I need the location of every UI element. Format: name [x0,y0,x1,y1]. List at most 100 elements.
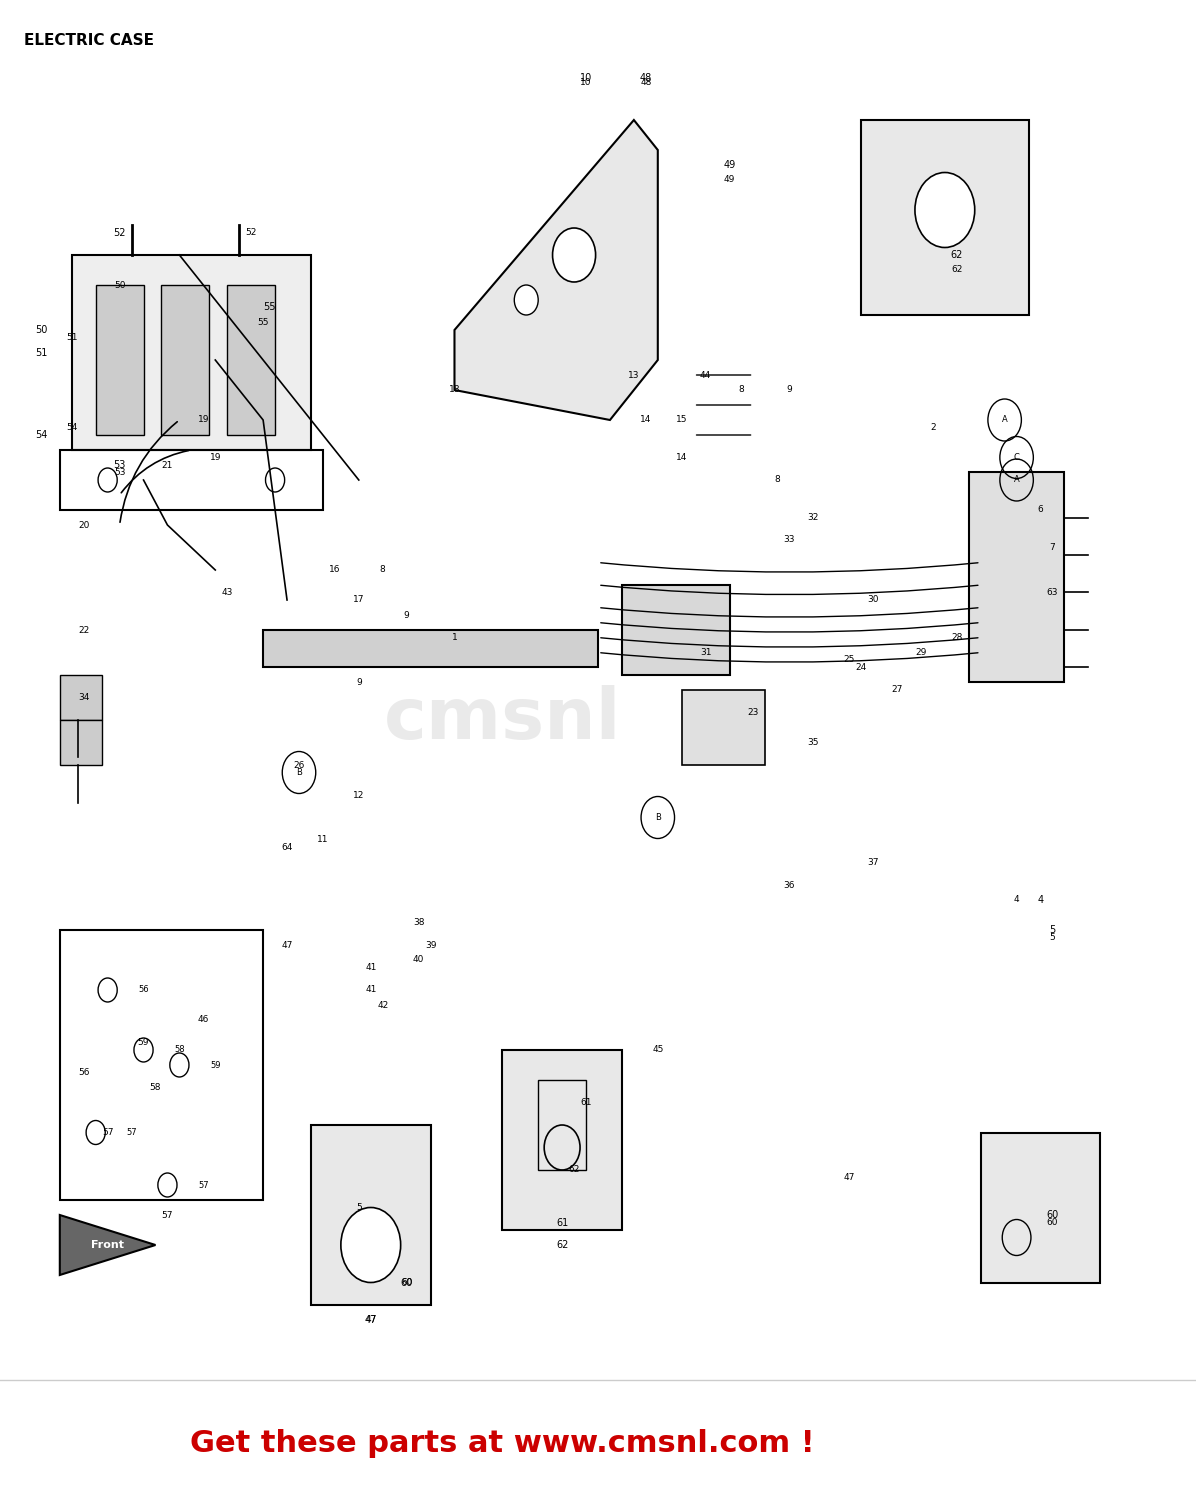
Text: 37: 37 [867,858,879,867]
Circle shape [514,285,538,315]
Circle shape [553,228,596,282]
Text: 63: 63 [1046,588,1058,597]
Text: 19: 19 [209,453,221,462]
Text: 6: 6 [1038,506,1043,515]
Text: 9: 9 [787,386,792,394]
Text: 45: 45 [652,1046,664,1054]
Text: 25: 25 [843,656,855,664]
Text: 64: 64 [281,843,293,852]
Text: B: B [297,768,301,777]
Text: 34: 34 [78,693,90,702]
Text: A: A [1014,476,1019,484]
Text: 42: 42 [377,1000,389,1010]
Text: 5: 5 [1050,933,1055,942]
Text: 57: 57 [127,1128,136,1137]
Text: 41: 41 [365,986,377,994]
Text: 60: 60 [1046,1218,1058,1227]
Bar [60,675,102,720]
Bar [60,930,263,1200]
Text: 49: 49 [724,160,736,170]
Text: 53: 53 [114,460,126,470]
Polygon shape [454,120,658,420]
Text: 62: 62 [951,251,963,260]
Text: Front: Front [91,1240,124,1250]
Text: 41: 41 [365,963,377,972]
Text: 5: 5 [1049,926,1056,934]
Bar [227,285,275,435]
Text: 32: 32 [807,513,819,522]
Text: 18: 18 [448,386,460,394]
Text: 5: 5 [356,1203,361,1212]
Text: 55: 55 [257,318,269,327]
Circle shape [341,1208,401,1282]
Text: 2: 2 [930,423,935,432]
Text: 22: 22 [78,626,90,634]
Text: cmsnl: cmsnl [384,686,621,754]
Text: 24: 24 [855,663,867,672]
Text: 61: 61 [556,1218,568,1227]
Text: 55: 55 [263,303,275,312]
Text: 51: 51 [36,348,48,357]
Text: 10: 10 [580,74,592,82]
Bar [682,690,765,765]
Text: 39: 39 [425,940,437,950]
Text: 54: 54 [36,430,48,439]
Text: A: A [1002,416,1007,424]
Bar [263,630,598,668]
Text: 50: 50 [114,280,126,290]
Text: 4: 4 [1037,896,1044,904]
Text: 57: 57 [199,1180,208,1190]
Text: 27: 27 [891,686,903,694]
Text: 59: 59 [138,1038,150,1047]
Bar [161,285,209,435]
Text: 21: 21 [161,460,173,470]
Text: 62: 62 [556,1240,568,1250]
Bar [96,285,144,435]
Text: 19: 19 [197,416,209,424]
Text: 62: 62 [951,266,963,274]
Text: 35: 35 [807,738,819,747]
Text: 30: 30 [867,596,879,604]
Text: 62: 62 [568,1166,580,1174]
Bar [538,1080,586,1170]
Text: 47: 47 [365,1316,377,1324]
Text: 52: 52 [114,228,126,237]
Text: 26: 26 [293,760,305,770]
Text: 51: 51 [66,333,78,342]
Text: 48: 48 [640,78,652,87]
Bar [622,585,730,675]
Text: 52: 52 [245,228,257,237]
Text: 47: 47 [365,1316,377,1324]
Text: 57: 57 [161,1210,173,1219]
Bar [502,1050,622,1230]
Text: 49: 49 [724,176,736,184]
Bar [969,472,1064,682]
Text: 60: 60 [1046,1210,1058,1219]
Text: 14: 14 [676,453,688,462]
Circle shape [915,172,975,248]
Text: 47: 47 [281,940,293,950]
Text: 12: 12 [353,790,365,800]
Text: 60: 60 [401,1278,413,1287]
Text: 36: 36 [783,880,795,890]
Text: 46: 46 [197,1016,209,1025]
Bar [861,120,1029,315]
Bar [981,1132,1100,1282]
Text: 10: 10 [580,78,592,87]
Text: 7: 7 [1050,543,1055,552]
Text: 38: 38 [413,918,425,927]
Text: 57: 57 [102,1128,114,1137]
Text: 4: 4 [1014,896,1019,904]
Bar [311,1125,431,1305]
Text: 56: 56 [78,1068,90,1077]
Text: 59: 59 [210,1060,220,1070]
Bar [60,450,323,510]
Text: 60: 60 [401,1278,413,1287]
Text: 8: 8 [775,476,780,484]
Text: 20: 20 [78,520,90,530]
Text: 28: 28 [951,633,963,642]
Text: 33: 33 [783,536,795,544]
Text: 17: 17 [353,596,365,604]
Text: 14: 14 [640,416,652,424]
Text: 16: 16 [329,566,341,574]
